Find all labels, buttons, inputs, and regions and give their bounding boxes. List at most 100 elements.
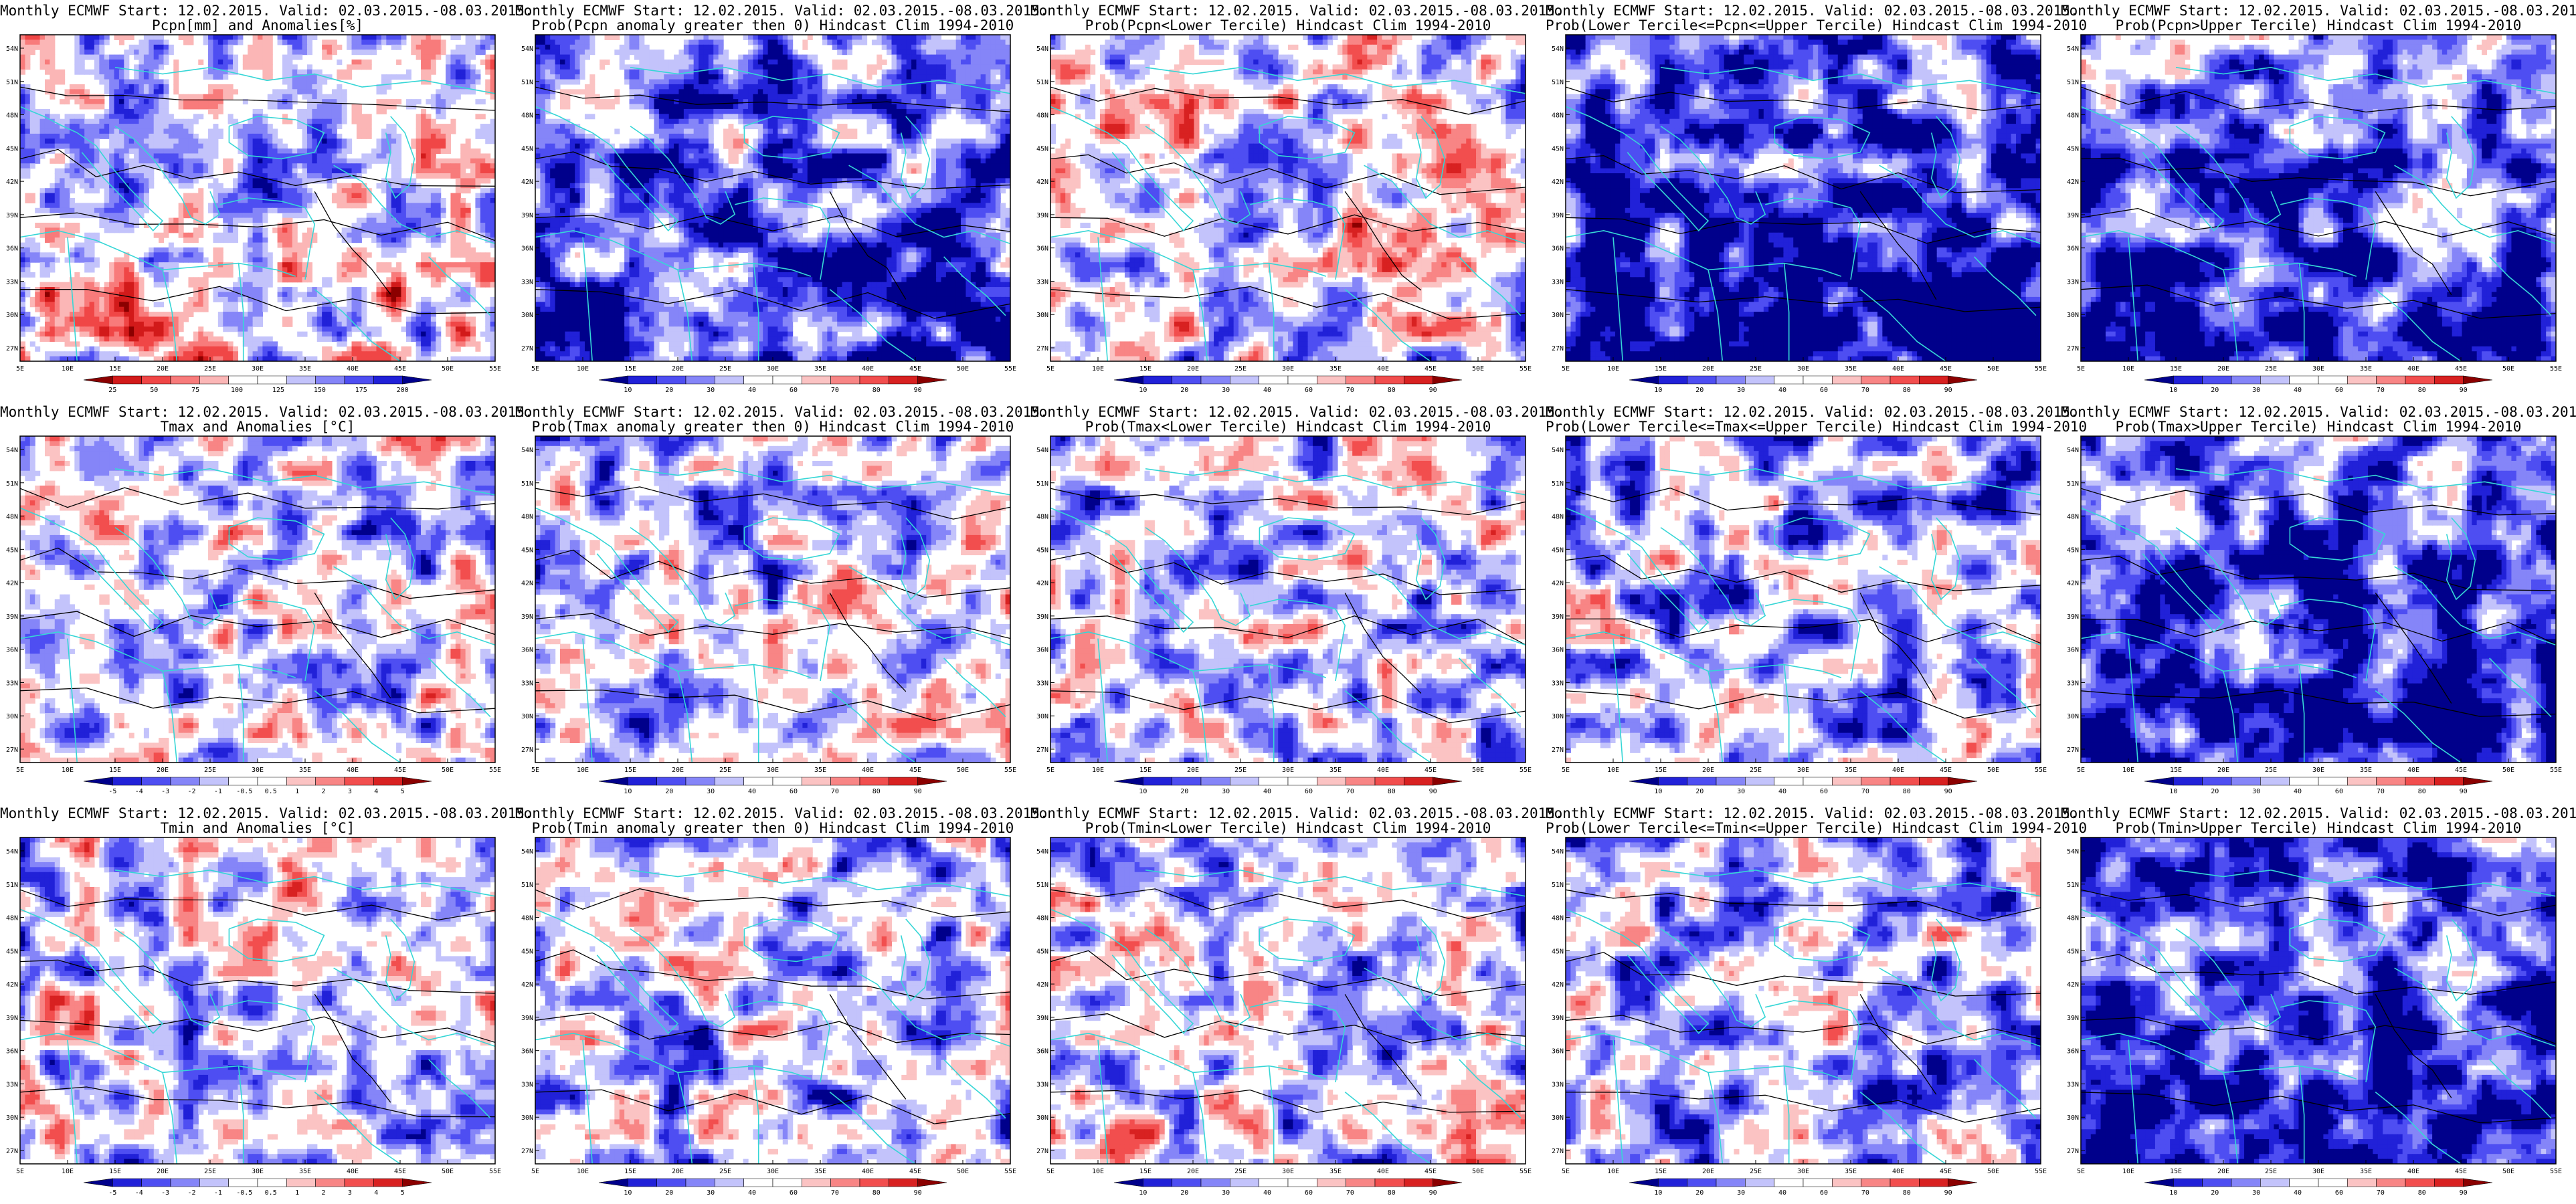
lon-label: 40E (347, 1168, 359, 1175)
colorbar-swatch (2377, 777, 2405, 785)
colorbar-swatch (1716, 777, 1745, 785)
colorbar-label: -0.5 (236, 1189, 252, 1197)
lat-label: 27N (2067, 746, 2079, 754)
colorbar-swatch (1832, 376, 1861, 384)
colorbar-label: 40 (2294, 387, 2302, 394)
lat-label: 33N (1036, 680, 1048, 687)
lon-label: 55E (1004, 767, 1016, 774)
colorbar-label: 20 (1695, 788, 1704, 795)
lat-label: 45N (1552, 546, 1564, 554)
colorbar-label: 40 (1778, 788, 1786, 795)
lon-label: 10E (62, 767, 74, 774)
lon-label: 30E (252, 365, 264, 373)
forecast-panel: 54N 51N 48N 45N 42N 39N 36N 33N 30N 27N 5E 10E 15E 20… (515, 0, 1030, 401)
panel-title-line2: Prob(Tmin>Upper Tercile) Hindcast Clim 1… (2061, 820, 2576, 836)
panel-title-line2: Prob(Tmax>Upper Tercile) Hindcast Clim 1… (2061, 419, 2576, 435)
lat-label: 30N (2067, 312, 2079, 319)
shaded-field (20, 35, 496, 362)
lon-label: 45E (1940, 767, 1952, 774)
colorbar-swatch (2434, 1179, 2463, 1187)
lon-label: 55E (1004, 365, 1016, 373)
colorbar-swatch (802, 1179, 830, 1187)
lon-label: 15E (109, 365, 121, 373)
lat-label: 30N (521, 713, 533, 720)
colorbar-swatch (1745, 777, 1774, 785)
lon-label: 55E (2035, 1168, 2047, 1175)
colorbar-swatch (1919, 376, 1948, 384)
colorbar-swatch (1346, 376, 1375, 384)
colorbar: 10 20 30 40 60 70 80 90 (1114, 376, 1462, 394)
lon-label: 10E (2122, 365, 2134, 373)
lat-label: 48N (521, 915, 533, 922)
lat-label: 36N (2067, 647, 2079, 654)
colorbar-swatch (345, 777, 373, 785)
colorbar-label: 175 (355, 387, 367, 394)
colorbar-label: 60 (1305, 1189, 1313, 1197)
lat-label: 30N (1036, 713, 1048, 720)
lon-label: 55E (1520, 365, 1532, 373)
colorbar-swatch (744, 376, 773, 384)
colorbar: 10 20 30 40 60 70 80 90 (1114, 1179, 1462, 1197)
colorbar-label: 10 (1654, 1189, 1662, 1197)
colorbar-swatch (1658, 777, 1687, 785)
colorbar-label: 90 (1944, 1189, 1952, 1197)
lon-label: 45E (909, 1168, 921, 1175)
colorbar-swatch (889, 1179, 917, 1187)
colorbar: 10 20 30 40 60 70 80 90 (599, 376, 947, 394)
lon-label: 45E (1424, 365, 1437, 373)
lat-label: 36N (521, 647, 533, 654)
lat-label: 36N (6, 1048, 18, 1056)
lon-label: 10E (577, 1168, 589, 1175)
lon-label: 30E (1282, 767, 1294, 774)
lon-label: 25E (1234, 1168, 1247, 1175)
lon-label: 20E (672, 365, 684, 373)
colorbar-swatch (345, 376, 373, 384)
colorbar-swatch (112, 1179, 141, 1187)
colorbar-label: 70 (2377, 1189, 2385, 1197)
lat-label: 36N (521, 245, 533, 253)
shaded-field (535, 436, 1011, 763)
colorbar-label: 10 (1139, 387, 1147, 394)
lon-label: 45E (1424, 1168, 1437, 1175)
lon-label: 45E (909, 365, 921, 373)
lat-label: 54N (1552, 848, 1564, 856)
lat-label: 42N (1036, 580, 1048, 587)
colorbar-swatch (1890, 777, 1919, 785)
colorbar-label: 40 (748, 1189, 756, 1197)
colorbar-label: 60 (2335, 387, 2343, 394)
lon-label: 35E (814, 767, 826, 774)
lon-label: 55E (489, 767, 501, 774)
lat-label: 36N (1552, 1048, 1564, 1056)
lat-label: 48N (1036, 112, 1048, 120)
lon-label: 35E (2360, 365, 2372, 373)
lat-label: 33N (1036, 1081, 1048, 1088)
colorbar-label: 30 (1222, 788, 1230, 795)
panel-title-line1: Monthly ECMWF Start: 12.02.2015. Valid: … (1546, 805, 2061, 821)
lon-label: 20E (157, 767, 169, 774)
lat-label: 27N (1552, 345, 1564, 353)
colorbar-label: 10 (1654, 788, 1662, 795)
lon-label: 30E (1282, 365, 1294, 373)
lon-label: 15E (1139, 1168, 1152, 1175)
colorbar: -5 -4 -3 -2 -1 -0.5 0.5 1 2 3 4 5 (84, 777, 432, 795)
lat-label: 45N (2067, 948, 2079, 955)
colorbar-swatch (199, 1179, 228, 1187)
panel-title-line1: Monthly ECMWF Start: 12.02.2015. Valid: … (1546, 404, 2061, 420)
colorbar-swatch (316, 376, 345, 384)
lat-label: 48N (1552, 915, 1564, 922)
lon-label: 40E (1892, 1168, 1904, 1175)
lon-label: 25E (719, 365, 731, 373)
lon-label: 40E (862, 1168, 874, 1175)
lat-label: 27N (1036, 345, 1048, 353)
lon-label: 20E (2217, 767, 2229, 774)
lon-label: 5E (16, 767, 24, 774)
lon-label: 15E (2170, 1168, 2182, 1175)
lat-label: 27N (521, 345, 533, 353)
colorbar-swatch (171, 1179, 199, 1187)
lat-label: 48N (1036, 514, 1048, 521)
lat-label: 33N (1552, 1081, 1564, 1088)
lon-label: 20E (672, 767, 684, 774)
